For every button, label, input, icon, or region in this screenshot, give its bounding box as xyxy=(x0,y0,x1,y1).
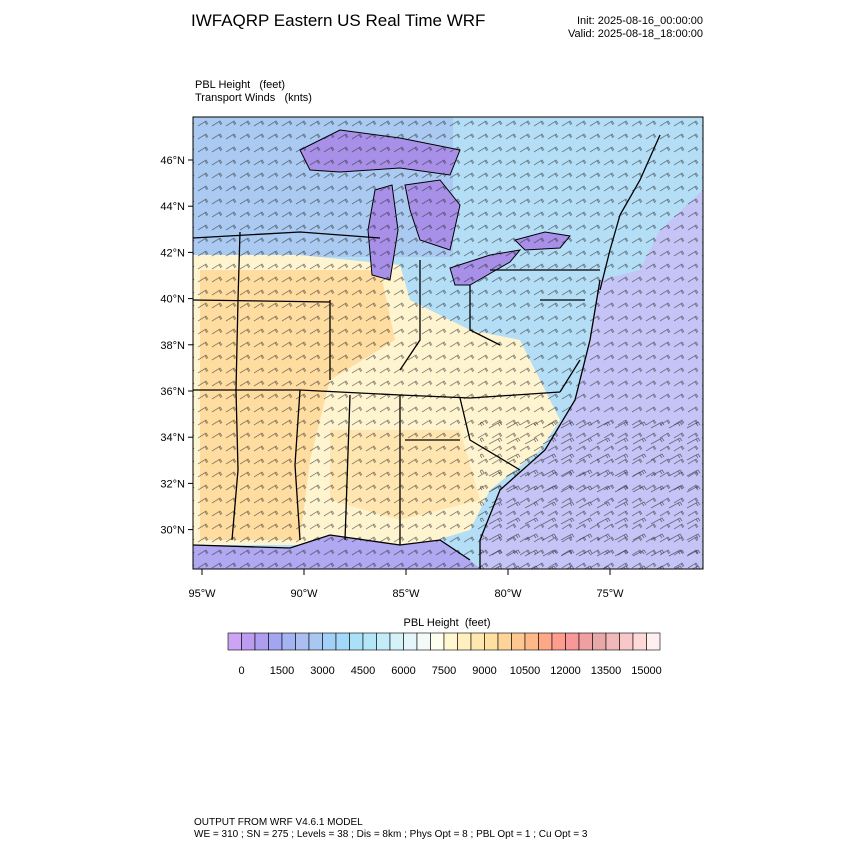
lat-label: 36°N xyxy=(160,386,185,398)
colorbar-label: 6000 xyxy=(391,665,415,677)
colorbar-box xyxy=(254,632,269,651)
colorbar-box xyxy=(484,632,499,651)
colorbar-box xyxy=(281,632,296,651)
colorbar-box xyxy=(227,632,242,651)
colorbar-box xyxy=(349,632,364,651)
lat-label: 34°N xyxy=(160,432,185,444)
wind-barbs-ocean xyxy=(480,420,703,569)
colorbar-box xyxy=(565,632,580,651)
colorbar-label: 13500 xyxy=(591,665,622,677)
lon-label: 85°W xyxy=(392,588,420,600)
lon-label: 75°W xyxy=(596,588,624,600)
colorbar-box xyxy=(551,632,566,651)
colorbar-box xyxy=(538,632,553,651)
colorbar-box xyxy=(646,632,661,651)
lon-label: 95°W xyxy=(188,588,216,600)
colorbar-box xyxy=(632,632,647,651)
colorbar-box xyxy=(389,632,404,651)
colorbar-box xyxy=(619,632,634,651)
colorbar-label: 4500 xyxy=(351,665,375,677)
colorbar-label: 12000 xyxy=(550,665,581,677)
footer-line-1: OUTPUT FROM WRF V4.6.1 MODEL xyxy=(194,817,363,828)
colorbar-box xyxy=(457,632,472,651)
colorbar-box xyxy=(443,632,458,651)
colorbar-label: 0 xyxy=(238,665,244,677)
colorbar-label: 10500 xyxy=(510,665,541,677)
lat-label: 30°N xyxy=(160,525,185,537)
lat-label: 44°N xyxy=(160,201,185,213)
map-area xyxy=(193,117,703,569)
valid-time: Valid: 2025-08-18_18:00:00 xyxy=(568,28,703,40)
colorbar-box xyxy=(376,632,391,651)
lat-label: 42°N xyxy=(160,247,185,259)
wind-label: Transport Winds (knts) xyxy=(195,92,312,104)
colorbar-box xyxy=(592,632,607,651)
colorbar-box xyxy=(416,632,431,651)
colorbar-box xyxy=(578,632,593,651)
lon-label: 90°W xyxy=(290,588,318,600)
colorbar-box xyxy=(241,632,256,651)
state-borders xyxy=(193,134,661,545)
title: IWFAQRP Eastern US Real Time WRF xyxy=(191,11,485,30)
colorbar-label: 15000 xyxy=(631,665,662,677)
coastline xyxy=(193,279,601,569)
lat-label: 40°N xyxy=(160,294,185,306)
colorbar: 0 1500 3000 4500 6000 7500 9000 10500 12000 13500… xyxy=(227,632,662,677)
colorbar-box xyxy=(497,632,512,651)
field-label: PBL Height (feet) xyxy=(195,79,285,91)
footer-line-2: WE = 310 ; SN = 275 ; Levels = 38 ; Dis … xyxy=(194,829,588,840)
colorbar-label: 9000 xyxy=(472,665,496,677)
colorbar-label: 7500 xyxy=(432,665,456,677)
lat-label: 46°N xyxy=(160,155,185,167)
colorbar-box xyxy=(295,632,310,651)
map-frame xyxy=(192,116,704,570)
colorbar-box xyxy=(308,632,323,651)
colorbar-label: 1500 xyxy=(270,665,294,677)
colorbar-box xyxy=(605,632,620,651)
colorbar-box xyxy=(524,632,539,651)
colorbar-box xyxy=(511,632,526,651)
colorbar-box xyxy=(322,632,337,651)
colorbar-box xyxy=(362,632,377,651)
init-time: Init: 2025-08-16_00:00:00 xyxy=(577,15,703,27)
colorbar-box xyxy=(470,632,485,651)
map-axes: 46°N 44°N 42°N 40°N 38°N 36°N 34°N 32°N 30°N 95°W… xyxy=(160,155,624,600)
colorbar-box xyxy=(403,632,418,651)
colorbar-box xyxy=(430,632,445,651)
colorbar-title: PBL Height (feet) xyxy=(403,617,490,629)
lat-label: 38°N xyxy=(160,340,185,352)
colorbar-box xyxy=(268,632,283,651)
colorbar-label: 3000 xyxy=(310,665,334,677)
lat-label: 32°N xyxy=(160,478,185,490)
lon-label: 80°W xyxy=(494,588,522,600)
colorbar-box xyxy=(335,632,350,651)
